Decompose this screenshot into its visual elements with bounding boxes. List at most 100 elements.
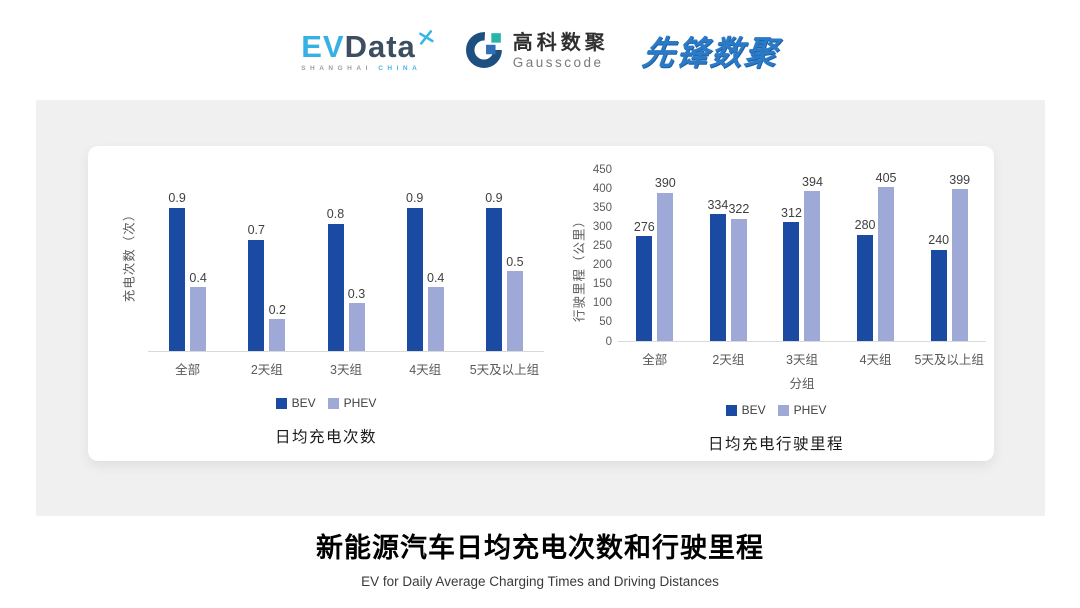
page-subtitle: EV for Daily Average Charging Times and … — [361, 574, 719, 589]
chart-title: 日均充电次数 — [274, 429, 377, 446]
bev-bar: 0.8 — [327, 208, 344, 351]
bar-value-label: 394 — [802, 174, 823, 189]
gausscode-g-icon — [465, 30, 504, 73]
chart-title: 日均充电行驶里程 — [707, 436, 844, 453]
category-labels: 全部 2天组 3天组 4天组 5天及以上组 — [618, 349, 986, 368]
plot-column: 0.9 0.4 0.7 0.2 0.8 0.3 0.9 0.4 0.9 0.5 全部 2天组 3天组 4天… — [148, 158, 544, 378]
category-label: 2天组 — [712, 353, 745, 367]
category-label: 4天组 — [859, 353, 892, 367]
category-label: 5天及以上组 — [914, 353, 984, 367]
gausscode-logo: 高科数聚 Gausscode — [465, 30, 609, 73]
legend: BEV PHEV — [566, 403, 986, 417]
evdata-wordmark: EVData — [301, 28, 434, 64]
y-tick-label: 350 — [592, 201, 612, 214]
category-label: 3天组 — [786, 353, 818, 367]
gausscode-text: 高科数聚 Gausscode — [513, 32, 609, 70]
bar-value-label: 0.4 — [427, 270, 445, 285]
bev-bar: 0.9 — [406, 192, 423, 351]
evdata-china-text: CHINA — [378, 64, 422, 72]
daily-charging-times-chart: 充电次数（次） 0.9 0.4 0.7 0.2 0.8 0.3 0.9 0.4 0.9 0.5 全部 2… — [108, 158, 544, 447]
bar-value-label: 399 — [949, 172, 971, 187]
bev-bar: 0.7 — [248, 224, 265, 351]
y-tick-label: 0 — [605, 335, 612, 348]
evdata-ev-text: EV — [301, 28, 345, 64]
gausscode-cn-name: 高科数聚 — [512, 32, 609, 54]
bev-bar: 334 — [707, 199, 728, 341]
bev-legend-swatch — [725, 404, 737, 416]
footer: 新能源汽车日均充电次数和行驶里程 EV for Daily Average Ch… — [0, 526, 1080, 589]
y-tick-label: 200 — [592, 258, 612, 271]
pioneer-wordmark: 先锋数聚 — [639, 34, 782, 72]
plot-area: 276 390 334 322 312 394 280 405 240 399 — [618, 170, 986, 342]
legend-item-phev: PHEV — [777, 403, 827, 417]
y-tick-label: 450 — [592, 163, 612, 176]
bar-group: 312 394 — [765, 170, 839, 341]
bar-group: 0.9 0.5 — [465, 160, 544, 351]
bar-value-label: 0.2 — [268, 302, 286, 317]
bar-group: 0.8 0.3 — [306, 160, 385, 351]
bar-group: 276 390 — [618, 170, 692, 341]
header: EVData SHANGHAI CHINA 高科数聚 Gausscode 先锋数… — [0, 0, 1080, 96]
legend: BEV PHEV — [108, 396, 544, 410]
bar-group: 0.9 0.4 — [148, 160, 227, 351]
bar-value-label: 276 — [633, 219, 655, 234]
bar-group: 0.7 0.2 — [227, 160, 306, 351]
category-label: 2天组 — [250, 363, 283, 377]
category-label: 4天组 — [409, 363, 442, 377]
legend-label: PHEV — [793, 403, 827, 417]
phev-bar: 0.5 — [506, 256, 524, 351]
bar-value-label: 0.9 — [168, 191, 186, 206]
legend-item-bev: BEV — [725, 403, 766, 417]
bar-value-label: 0.4 — [189, 270, 207, 285]
phev-bar: 0.4 — [427, 272, 444, 351]
bar-value-label: 312 — [781, 205, 802, 220]
category-label: 3天组 — [330, 363, 362, 377]
bar-value-label: 0.5 — [506, 254, 524, 269]
y-axis-title: 充电次数（次） — [122, 207, 137, 303]
pioneer-logo: 先锋数聚 — [640, 28, 781, 74]
bar-value-label: 322 — [728, 202, 750, 217]
category-label: 全部 — [642, 353, 668, 367]
evdata-subtitle: SHANGHAI CHINA — [301, 65, 421, 72]
bar-value-label: 0.3 — [347, 286, 366, 301]
legend-item-bev: BEV — [275, 396, 316, 410]
legend-label: BEV — [741, 403, 766, 417]
bev-bar: 280 — [855, 219, 876, 341]
bev-legend-swatch — [275, 397, 287, 409]
evdata-shanghai-text: SHANGHAI — [301, 64, 372, 72]
evdata-logo: EVData SHANGHAI CHINA — [301, 28, 434, 72]
y-tick-label: 250 — [592, 239, 612, 252]
x-axis-title: 分组 — [789, 377, 815, 391]
phev-legend-swatch — [777, 404, 789, 416]
bar-value-label: 0.8 — [326, 207, 345, 222]
spark-x-icon — [418, 17, 434, 52]
phev-bar: 0.3 — [348, 288, 365, 351]
bar-value-label: 0.7 — [247, 223, 265, 238]
bar-value-label: 0.9 — [406, 191, 424, 206]
legend-label: PHEV — [343, 396, 377, 410]
legend-item-phev: PHEV — [327, 396, 377, 410]
y-tick-label: 50 — [599, 316, 612, 329]
daily-driving-distance-chart: 行驶里程（公里） 0 50 100 150 200 250 300 350 400 450 276 39… — [566, 164, 986, 454]
bev-bar: 312 — [781, 207, 802, 341]
bar-value-label: 334 — [707, 197, 729, 212]
plot-column: 276 390 334 322 312 394 280 405 240 399 全部 2天组 3天组 4天… — [618, 170, 986, 392]
y-axis: 行驶里程（公里） — [566, 170, 590, 392]
y-tick-label: 100 — [592, 297, 612, 310]
bar-value-label: 240 — [928, 233, 950, 248]
phev-bar: 405 — [876, 172, 897, 341]
chart-body: 行驶里程（公里） 0 50 100 150 200 250 300 350 400 450 276 39… — [566, 164, 986, 392]
bar-value-label: 280 — [854, 218, 876, 233]
category-labels: 全部 2天组 3天组 4天组 5天及以上组 — [148, 359, 544, 378]
bar-group: 334 322 — [692, 170, 766, 341]
bar-group: 240 399 — [912, 170, 986, 341]
phev-bar: 399 — [949, 174, 970, 341]
bev-bar: 240 — [928, 234, 949, 341]
phev-bar: 390 — [655, 177, 676, 341]
chart-body: 充电次数（次） 0.9 0.4 0.7 0.2 0.8 0.3 0.9 0.4 0.9 0.5 全部 2… — [108, 158, 544, 378]
bar-value-label: 390 — [654, 176, 676, 191]
legend-label: BEV — [291, 396, 316, 410]
category-label: 5天及以上组 — [469, 363, 540, 377]
phev-legend-swatch — [327, 397, 339, 409]
category-label: 全部 — [175, 363, 201, 377]
